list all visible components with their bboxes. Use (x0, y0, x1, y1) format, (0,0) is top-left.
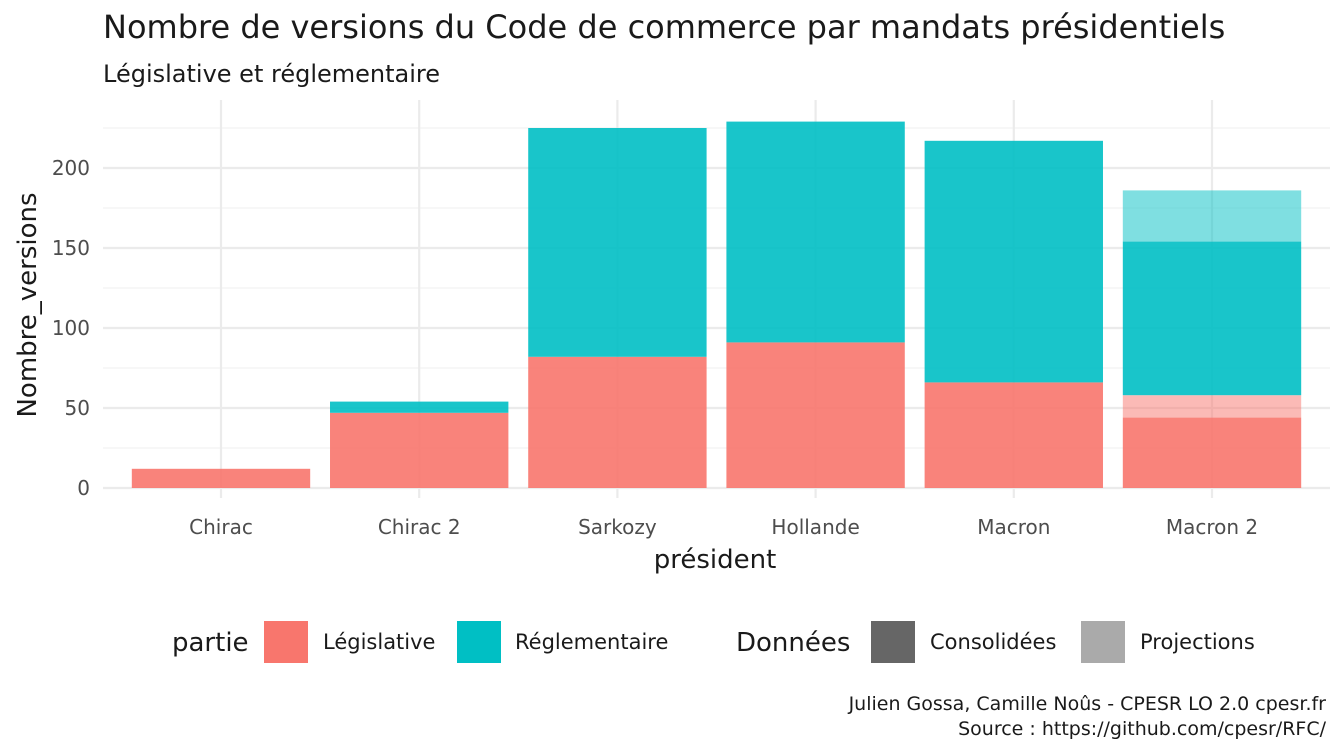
x-tick-label: Macron 2 (1166, 515, 1258, 539)
bar-sarkozy-legislative-consolidees (528, 356, 707, 488)
legend-swatch-consolidees (871, 621, 915, 663)
bar-macron-2-reglementaire-consolidees (1122, 241, 1302, 396)
y-tick-label: 150 (52, 236, 90, 260)
x-axis-title: président (654, 545, 777, 575)
bar-chirac-2-reglementaire-consolidees (330, 401, 509, 413)
legend-title-partie: partie (172, 628, 249, 658)
bar-macron-2-legislative-projections (1122, 395, 1302, 418)
chart-subtitle: Législative et réglementaire (103, 60, 440, 88)
y-axis-ticks: 0 50 100 150 200 (52, 156, 90, 500)
bar-macron-2-reglementaire-projections (1122, 190, 1302, 242)
x-axis-ticks: Chirac Chirac 2 Sarkozy Hollande Macron Macro… (189, 515, 1258, 539)
x-tick-label: Chirac 2 (378, 515, 461, 539)
x-tick-label: Sarkozy (578, 515, 657, 539)
x-tick-label: Hollande (771, 515, 859, 539)
bar-chirac-legislative-consolidees (131, 468, 311, 488)
bar-hollande-legislative-consolidees (726, 342, 905, 488)
legend-label-consolidees: Consolidées (930, 630, 1056, 654)
x-tick-label: Chirac (189, 515, 253, 539)
legend-swatch-legislative (264, 621, 308, 663)
legend: partie Législative Réglementaire Données… (172, 621, 1255, 663)
bars (131, 121, 1302, 488)
bar-chirac-2-legislative-consolidees (330, 412, 509, 488)
legend-swatch-projections (1081, 621, 1125, 663)
y-axis-title: Nombre_versions (13, 192, 43, 417)
bar-macron-legislative-consolidees (924, 382, 1103, 488)
y-tick-label: 50 (65, 396, 90, 420)
bar-hollande-reglementaire-consolidees (726, 121, 905, 343)
bar-sarkozy-reglementaire-consolidees (528, 128, 707, 357)
legend-label-reglementaire: Réglementaire (515, 630, 668, 654)
caption-line-1: Julien Gossa, Camille Noûs - CPESR LO 2.… (848, 693, 1327, 715)
y-tick-label: 200 (52, 156, 90, 180)
caption-line-2: Source : https://github.com/cpesr/RFC/ (958, 718, 1327, 740)
bar-macron-2-legislative-consolidees (1122, 417, 1302, 488)
chart-title: Nombre de versions du Code de commerce p… (103, 8, 1225, 46)
legend-label-legislative: Législative (323, 630, 435, 654)
y-tick-label: 0 (77, 476, 90, 500)
y-tick-label: 100 (52, 316, 90, 340)
legend-label-projections: Projections (1140, 630, 1255, 654)
x-tick-label: Macron (977, 515, 1050, 539)
legend-title-donnees: Données (736, 628, 850, 658)
bar-macron-reglementaire-consolidees (924, 140, 1103, 383)
legend-swatch-reglementaire (457, 621, 501, 663)
